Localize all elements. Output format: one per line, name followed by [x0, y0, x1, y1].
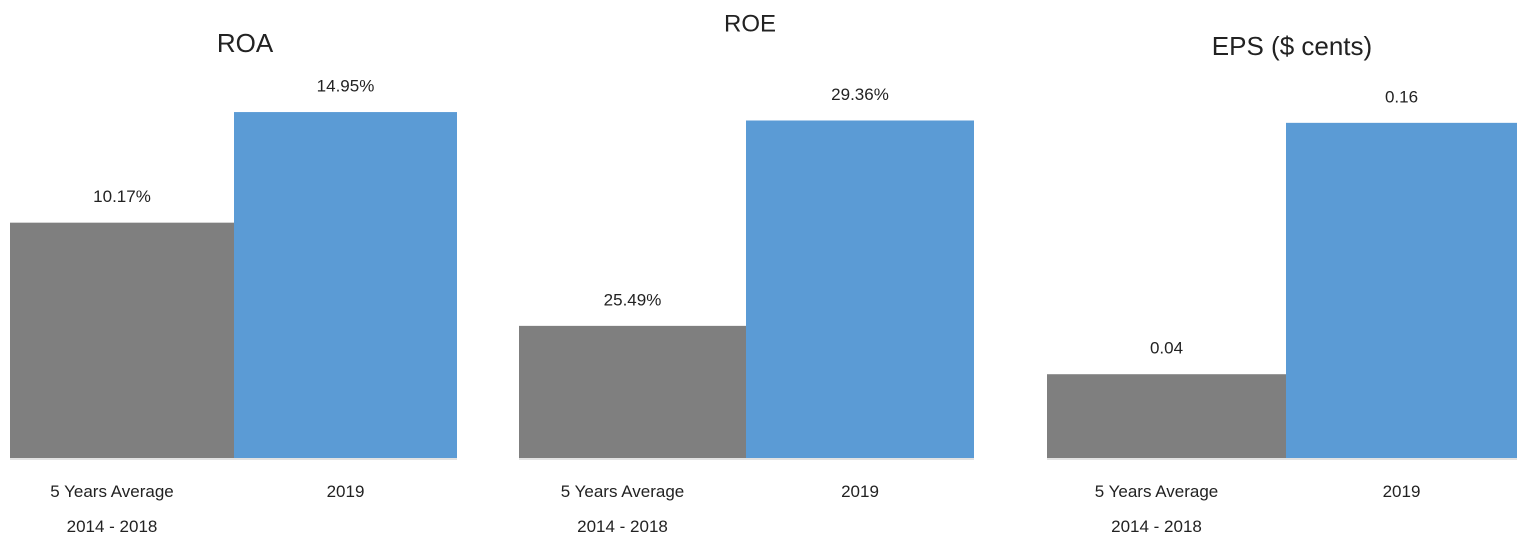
- x-tick-label: 5 Years Average 2014 - 2018: [1094, 482, 1219, 536]
- data-label: 29.36%: [831, 85, 889, 104]
- data-label: 0.16: [1385, 87, 1418, 106]
- data-label: 0.04: [1150, 339, 1183, 358]
- data-label: 14.95%: [317, 77, 375, 96]
- data-label: 25.49%: [604, 290, 662, 309]
- data-label: 10.17%: [93, 187, 151, 206]
- bar: [1286, 122, 1517, 458]
- bar: [234, 112, 457, 458]
- bar: [10, 222, 234, 458]
- x-tick-label: 2019: [326, 482, 365, 501]
- bar: [519, 325, 746, 458]
- chart-title: ROE: [724, 10, 776, 37]
- x-tick-label: 2019: [1382, 482, 1421, 501]
- x-tick-label: 5 Years Average 2014 - 2018: [50, 482, 174, 536]
- bar: [1047, 374, 1286, 458]
- x-tick-label: 2019: [841, 482, 879, 501]
- bar: [746, 120, 974, 458]
- x-tick-label: 5 Years Average 2014 - 2018: [560, 482, 685, 536]
- chart-title: EPS ($ cents): [1212, 31, 1372, 61]
- chart-title: ROA: [217, 28, 274, 58]
